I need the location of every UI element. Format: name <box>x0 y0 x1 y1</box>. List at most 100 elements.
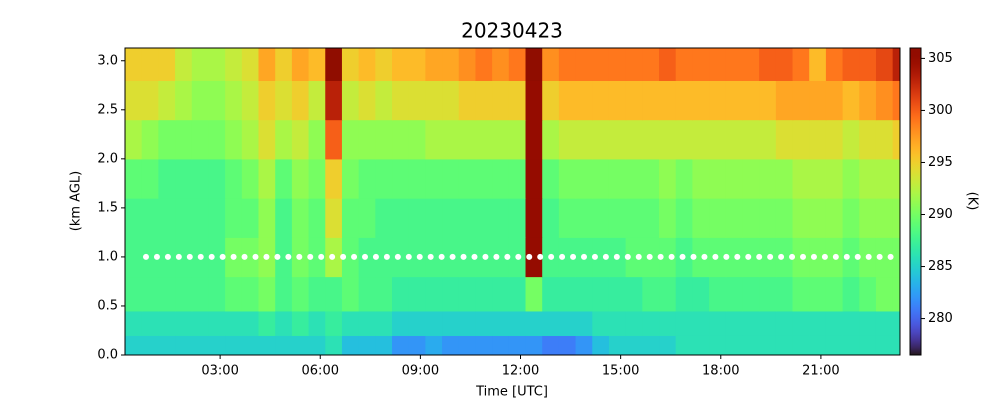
heatmap-cell <box>291 310 310 336</box>
colorbar-tick-label: 280 <box>928 311 953 326</box>
heatmap-cell <box>875 80 894 121</box>
heatmap-cell <box>325 310 343 336</box>
heatmap-cell <box>308 48 326 81</box>
heatmap-cell <box>492 237 510 278</box>
heatmap-cell <box>542 158 560 199</box>
heatmap-cell <box>775 48 794 81</box>
heatmap-cell <box>592 158 610 199</box>
heatmap-cell <box>608 335 627 355</box>
heatmap-cell <box>675 276 693 312</box>
heatmap-cell <box>208 276 226 312</box>
heatmap-cell <box>325 276 343 312</box>
heatmap-cell <box>241 119 260 160</box>
heatmap-cell <box>458 158 477 199</box>
heatmap-cell <box>792 310 810 336</box>
heatmap-cell <box>558 80 577 121</box>
heatmap-cell <box>475 80 493 121</box>
heatmap-cell <box>842 335 860 355</box>
heatmap-cell <box>241 80 260 121</box>
heatmap-cell <box>759 310 777 336</box>
heatmap-cell <box>709 80 727 121</box>
heatmap-cell <box>208 335 226 355</box>
heatmap-cell <box>375 80 393 121</box>
heatmap-cell <box>642 335 660 355</box>
heatmap-cell <box>442 80 460 121</box>
heatmap-cell <box>125 237 143 278</box>
heatmap-cell <box>859 276 877 312</box>
heatmap-cell <box>175 80 193 121</box>
heatmap-cell <box>425 48 443 81</box>
heatmap-cell <box>759 335 777 355</box>
heatmap-cell <box>141 158 159 199</box>
heatmap-cell <box>241 158 260 199</box>
heatmap-cell <box>675 198 693 238</box>
heatmap-cell <box>592 119 610 160</box>
heatmap-cell <box>725 310 744 336</box>
heatmap-cell <box>375 335 393 355</box>
heatmap-cell <box>725 276 744 312</box>
y-tick-label: 0.5 <box>97 298 118 313</box>
heatmap-cell <box>625 119 643 160</box>
chart-title: 20230423 <box>461 19 563 43</box>
heatmap-cell <box>241 237 260 278</box>
heatmap-cell <box>175 158 193 199</box>
heatmap-cell <box>358 119 376 160</box>
heatmap-cell <box>308 276 326 312</box>
heatmap-cell <box>725 119 744 160</box>
heatmap-cell <box>341 48 360 81</box>
heatmap-cell <box>892 80 900 121</box>
heatmap-cell <box>842 80 860 121</box>
heatmap-cell <box>775 237 794 278</box>
heatmap-cell <box>208 80 226 121</box>
heatmap-cell <box>141 198 159 238</box>
heatmap-cell <box>792 119 810 160</box>
heatmap-cell <box>508 198 527 238</box>
heatmap-cell <box>659 48 677 81</box>
heatmap-cell <box>225 48 243 81</box>
heatmap-cell <box>892 276 900 312</box>
heatmap-cell <box>175 237 193 278</box>
colorbar-tick-label: 305 <box>928 51 953 66</box>
heatmap-cell <box>308 198 326 238</box>
heatmap-cell <box>892 48 900 81</box>
heatmap-cell <box>241 310 260 336</box>
heatmap-cell <box>592 80 610 121</box>
heatmap-cell <box>709 310 727 336</box>
heatmap-cell <box>792 48 810 81</box>
heatmap-cell <box>558 158 577 199</box>
heatmap-cell <box>575 119 593 160</box>
x-tick-label: 06:00 <box>302 364 339 379</box>
heatmap-cell <box>258 276 276 312</box>
heatmap-cell <box>525 198 543 238</box>
heatmap-cell <box>759 276 777 312</box>
heatmap-cell <box>525 237 543 278</box>
heatmap-cell <box>258 158 276 199</box>
x-tick-label: 03:00 <box>201 364 238 379</box>
heatmap-cell <box>692 335 710 355</box>
heatmap-cell <box>825 276 844 312</box>
heatmap-cell <box>191 335 210 355</box>
heatmap-cell <box>809 335 827 355</box>
heatmap-cell <box>725 198 744 238</box>
heatmap-cell <box>842 237 860 278</box>
heatmap-cell <box>859 80 877 121</box>
heatmap-cell <box>809 158 827 199</box>
heatmap-cell <box>742 80 760 121</box>
heatmap-cell <box>508 310 527 336</box>
heatmap-cell <box>875 276 894 312</box>
heatmap-cell <box>542 310 560 336</box>
heatmap-cell <box>625 237 643 278</box>
heatmap-cell <box>742 119 760 160</box>
heatmap-cell <box>258 310 276 336</box>
heatmap-cell <box>125 80 143 121</box>
heatmap-cell <box>892 198 900 238</box>
x-tick-label: 12:00 <box>502 364 539 379</box>
heatmap-cell <box>859 310 877 336</box>
heatmap-cell <box>759 158 777 199</box>
heatmap-cell <box>592 198 610 238</box>
heatmap-cell <box>592 48 610 81</box>
heatmap-cell <box>325 48 343 81</box>
heatmap-cell <box>392 158 410 199</box>
heatmap-cell <box>442 119 460 160</box>
